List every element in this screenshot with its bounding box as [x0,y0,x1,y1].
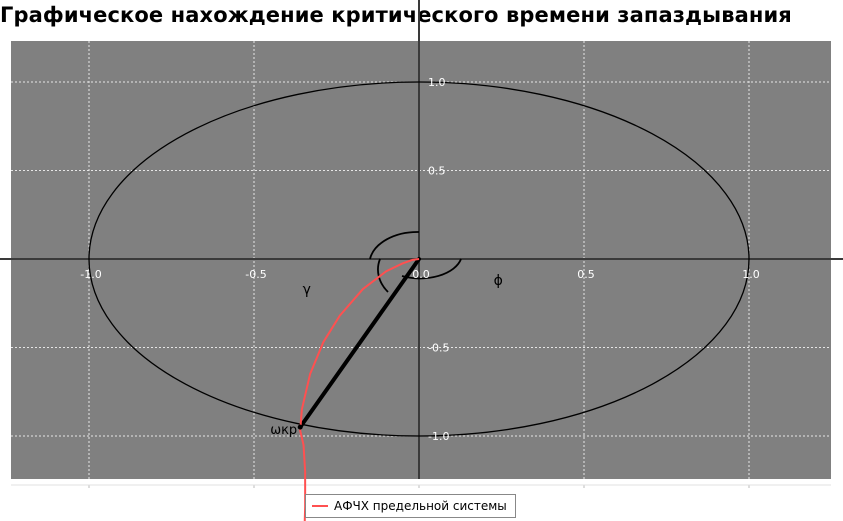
y-tick-label: 1.0 [428,76,446,89]
series-group [297,257,421,521]
critical-vector [298,257,421,430]
angle-label: ϕ [494,273,503,289]
series-line-0 [299,258,420,521]
y-tick-label: -1.0 [428,430,449,443]
y-tick-label: 1.5 [428,0,446,1]
x-tick-label: -0.5 [245,268,266,281]
axes [0,0,843,479]
legend-swatch [312,505,328,507]
x-tick-label: 0.5 [577,268,595,281]
phi-arc [401,258,462,280]
legend-label: АФЧХ предельной системы [334,499,507,513]
unit-circle [88,81,750,437]
critical-point [297,424,303,430]
unit-circle-group [88,81,750,437]
critical-point-label: ωкр [270,423,297,438]
gamma-arc-upper [369,231,420,260]
y-tick-label: 0.5 [428,165,446,178]
annotations: ωкр γ ϕ [270,273,503,438]
x-tick-label: -1.0 [80,268,101,281]
chart-title: Графическое нахождение критического врем… [0,3,792,27]
bottom-axis-ticks [11,484,831,488]
x-tick-label: 0.0 [412,268,430,281]
y-tick-label: -0.5 [428,342,449,355]
angle-label: γ [303,282,311,298]
y-tick-label: -1.5 [428,519,449,521]
legend: АФЧХ предельной системы [305,494,516,518]
x-tick-label: 1.0 [742,268,760,281]
